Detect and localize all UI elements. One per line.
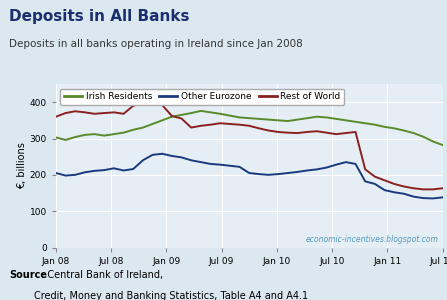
Y-axis label: €, billions: €, billions [17,142,27,189]
Text: : Central Bank of Ireland,: : Central Bank of Ireland, [41,270,163,280]
Text: Deposits in All Banks: Deposits in All Banks [9,9,190,24]
Text: Source: Source [9,270,47,280]
Legend: Irish Residents, Other Eurozone, Rest of World: Irish Residents, Other Eurozone, Rest of… [60,88,344,105]
Text: Credit, Money and Banking Statistics, Table A4 and A4.1: Credit, Money and Banking Statistics, Ta… [9,291,308,300]
Text: economic-incentives.blogspot.com: economic-incentives.blogspot.com [306,235,439,244]
Text: Deposits in all banks operating in Ireland since Jan 2008: Deposits in all banks operating in Irela… [9,39,303,49]
